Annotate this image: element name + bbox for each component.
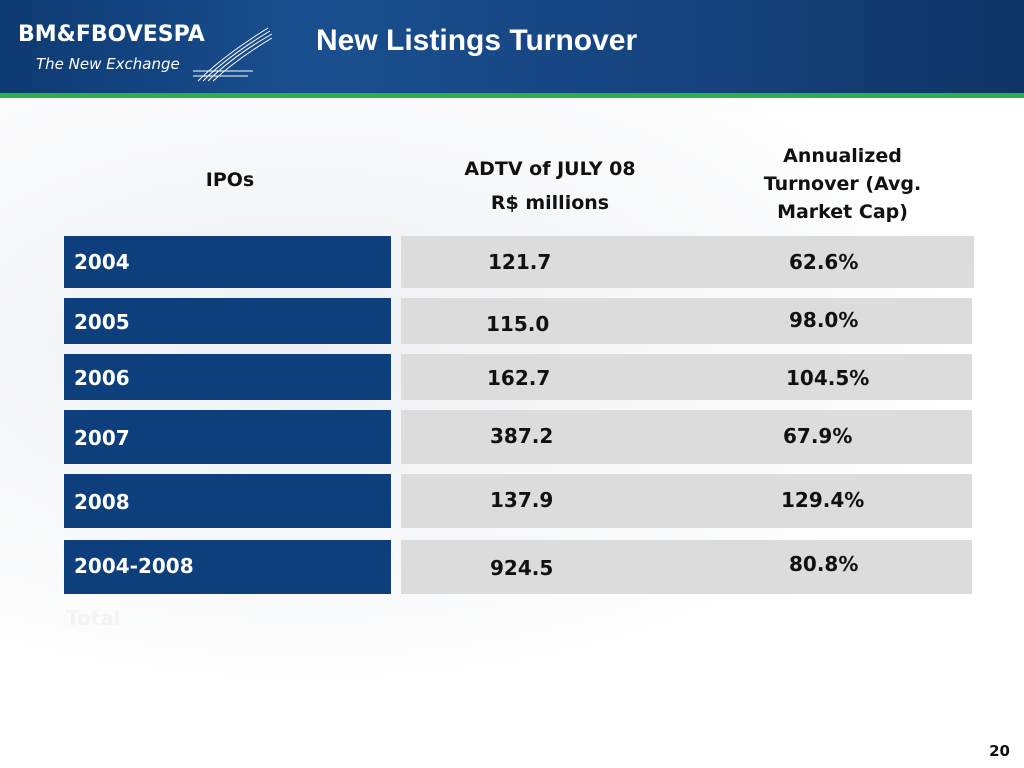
column-header-adtv: ADTV of JULY 08 R$ millions [420, 146, 680, 226]
turnover-header-line2: Turnover (Avg. [763, 173, 922, 195]
turnover-header-line1: Annualized [783, 145, 902, 167]
adtv-value: 387.2 [490, 424, 554, 448]
page-title: New Listings Turnover [316, 24, 638, 57]
logo-swoosh-icon [193, 27, 273, 82]
row-values-2006 [401, 354, 972, 400]
row-label-text: 2004 [74, 250, 130, 274]
turnover-header-line3: Market Cap) [777, 201, 908, 223]
adtv-value: 115.0 [486, 312, 550, 336]
logo-main-text: BM&FBOVESPA [18, 22, 205, 47]
row-values-2004-2008 [401, 540, 972, 594]
bmf-bovespa-logo: BM&FBOVESPA The New Exchange [18, 22, 273, 82]
column-header-ipos: IPOs [180, 166, 280, 194]
turnover-value: 98.0% [789, 308, 859, 332]
turnover-value: 129.4% [781, 488, 865, 512]
turnover-value: 80.8% [789, 552, 859, 576]
adtv-value: 137.9 [490, 488, 554, 512]
row-label-2004-2008: 2004-2008 [64, 540, 391, 594]
turnover-value: 62.6% [789, 250, 859, 274]
background-world-map [0, 98, 1024, 718]
row-label-2008: 2008 [64, 474, 391, 528]
row-values-2007 [401, 410, 972, 464]
adtv-value: 121.7 [488, 250, 552, 274]
column-header-turnover: Annualized Turnover (Avg. Market Cap) [720, 142, 965, 226]
row-label-text: 2004-2008 [74, 554, 194, 578]
adtv-header-line2: R$ millions [490, 192, 610, 214]
ipos-header-text: IPOs [205, 169, 255, 191]
row-label-text: 2006 [74, 366, 130, 390]
row-values-2005 [401, 298, 972, 344]
turnover-value: 67.9% [783, 424, 853, 448]
page-number: 20 [989, 742, 1010, 760]
adtv-value: 924.5 [490, 556, 554, 580]
row-values-2004 [401, 236, 974, 288]
turnover-value: 104.5% [786, 366, 870, 390]
header-accent-stripe [0, 93, 1024, 98]
row-label-text: 2007 [74, 426, 130, 450]
adtv-value: 162.7 [487, 366, 551, 390]
row-label-2006: 2006 [64, 354, 391, 400]
row-label-2007: 2007 [64, 410, 391, 464]
slide-header: BM&FBOVESPA The New Exchange New Listing… [0, 0, 1024, 93]
logo-tagline: The New Exchange [36, 55, 180, 73]
row-label-text: 2005 [74, 310, 130, 334]
row-values-2008 [401, 474, 972, 528]
row-label-2004: 2004 [64, 236, 391, 288]
adtv-header-line1: ADTV of JULY 08 [464, 158, 636, 180]
row-label-2005: 2005 [64, 298, 391, 344]
row-label-text: 2008 [74, 490, 130, 514]
total-watermark-text: Total [66, 606, 121, 630]
